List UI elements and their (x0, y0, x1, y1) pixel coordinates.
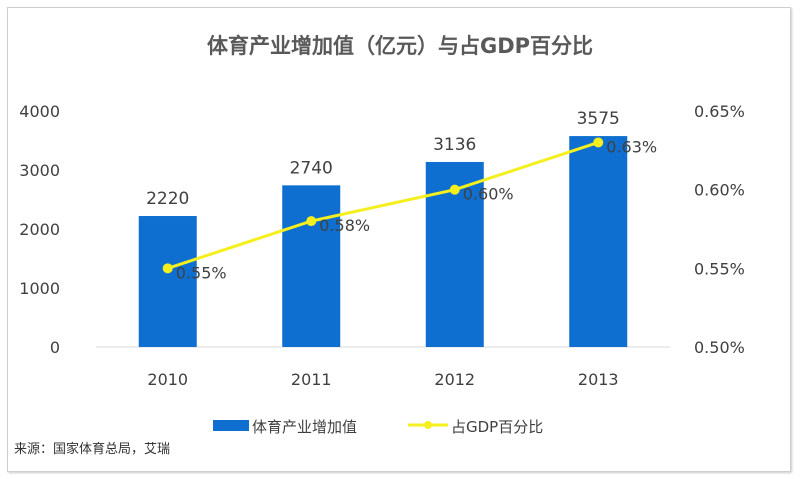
source-note: 来源：国家体育总局，艾瑞 (14, 442, 171, 457)
bar-data-label: 3575 (577, 109, 620, 129)
right-axis-tick: 0.55% (694, 259, 745, 278)
legend-bar-label: 体育产业增加值 (252, 418, 357, 436)
line-data-label: 0.60% (463, 185, 514, 204)
line-data-label: 0.58% (319, 216, 370, 235)
x-axis-tick: 2010 (147, 370, 188, 389)
x-axis-tick: 2011 (291, 370, 332, 389)
line-point (449, 184, 460, 195)
bar-data-label: 2740 (290, 158, 333, 178)
bar-data-label: 3136 (433, 135, 476, 155)
legend-line-marker (424, 421, 432, 429)
x-axis-tick: 2013 (578, 370, 619, 389)
line-point (162, 263, 173, 274)
left-axis-tick: 3000 (19, 161, 60, 180)
line-data-label: 0.63% (606, 137, 657, 156)
chart-title: 体育产业增加值（亿元）与占GDP百分比 (206, 34, 594, 58)
left-axis-tick: 0 (50, 338, 60, 357)
line-series (167, 141, 599, 270)
line-point (306, 216, 317, 227)
left-axis-tick: 2000 (19, 220, 60, 239)
chart-frame (7, 7, 791, 472)
bar (569, 136, 628, 347)
left-axis-tick: 1000 (19, 279, 60, 298)
legend-line-label: 占GDP百分比 (451, 418, 543, 436)
bar (282, 185, 341, 347)
bar-data-label: 2220 (146, 189, 189, 209)
x-axis-tick: 2012 (434, 370, 475, 389)
line-point (593, 137, 604, 148)
bar (138, 216, 197, 347)
right-axis-tick: 0.60% (694, 181, 745, 200)
legend-bar-swatch (213, 420, 249, 431)
left-axis-tick: 4000 (19, 102, 60, 121)
right-axis-tick: 0.65% (694, 102, 745, 121)
right-axis-tick: 0.50% (694, 338, 745, 357)
line-data-label: 0.55% (176, 263, 227, 282)
